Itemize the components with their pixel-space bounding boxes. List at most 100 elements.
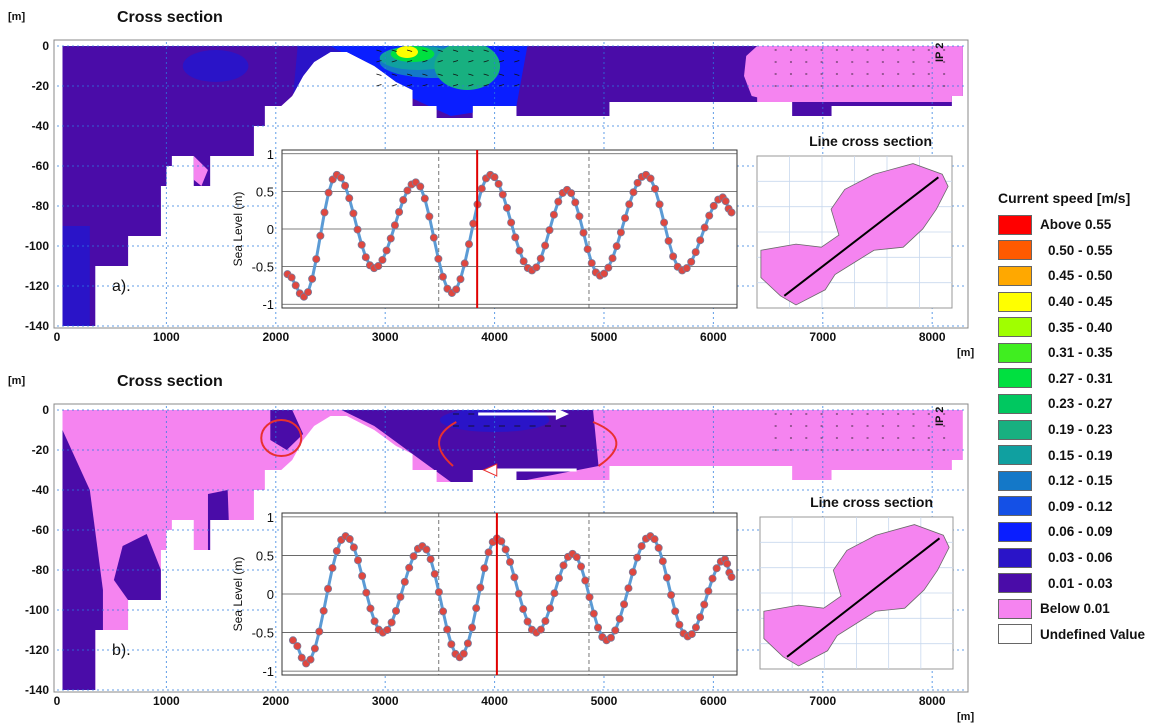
sea-level-point xyxy=(604,263,613,272)
velocity-arrow xyxy=(452,60,459,63)
sea-level-point xyxy=(651,184,660,193)
map-inset-title: Line cross section xyxy=(810,494,933,510)
y-tick-label: -100 xyxy=(25,239,49,253)
flow-arrowhead xyxy=(555,408,569,420)
sea-level-point xyxy=(310,644,319,653)
x-tick-label: 4000 xyxy=(481,330,508,344)
sea-level-point xyxy=(664,236,673,245)
inset-y-label: Sea Level (m) xyxy=(231,557,245,632)
sea-level-point xyxy=(514,589,523,598)
velocity-arrow xyxy=(498,49,505,52)
sea-level-point xyxy=(594,623,603,632)
sea-level-point xyxy=(349,543,358,552)
legend-swatch xyxy=(998,393,1032,414)
legend-item: Above 0.55 xyxy=(990,212,1166,238)
legend-swatch xyxy=(998,470,1032,491)
sea-level-point xyxy=(477,184,486,193)
sea-level-point xyxy=(383,625,392,634)
velocity-arrow xyxy=(406,49,413,52)
sea-level-point xyxy=(611,626,620,635)
legend-swatch xyxy=(998,521,1032,542)
speed-zone-0.19-0.23 xyxy=(434,46,501,90)
sea-level-point xyxy=(536,254,545,263)
y-tick-label: -100 xyxy=(25,603,49,617)
sea-level-series-line xyxy=(286,172,733,299)
sea-level-point xyxy=(378,255,387,264)
sea-level-point xyxy=(476,583,485,592)
sea-level-point xyxy=(625,200,634,209)
sea-level-point xyxy=(662,573,671,582)
legend-swatch xyxy=(998,240,1032,261)
sea-level-point xyxy=(480,564,489,573)
sea-level-point xyxy=(600,269,609,278)
sea-level-point xyxy=(306,655,315,664)
x-unit-label: [m] xyxy=(957,711,974,723)
x-tick-label: 1000 xyxy=(153,330,180,344)
profile-label: IP 2 xyxy=(934,407,946,426)
y-tick-label: -20 xyxy=(32,79,50,93)
legend-item: 0.06 - 0.09 xyxy=(990,519,1166,545)
x-tick-label: 8000 xyxy=(919,330,946,344)
sea-level-point xyxy=(621,214,630,223)
legend-label: Undefined Value xyxy=(1040,626,1146,642)
sea-level-point xyxy=(577,562,586,571)
x-tick-label: 0 xyxy=(54,694,61,708)
sea-level-point xyxy=(288,636,297,645)
speed-zone-0.01-0.03 xyxy=(62,430,103,690)
inset-y-tick: -1 xyxy=(262,664,274,679)
legend-swatch xyxy=(998,573,1032,594)
sea-level-point xyxy=(549,210,558,219)
sea-level-point xyxy=(554,574,563,583)
y-tick-label: 0 xyxy=(42,39,49,53)
sea-level-point xyxy=(687,257,696,266)
sea-level-point xyxy=(629,188,638,197)
sea-level-point xyxy=(612,242,621,251)
speed-zone-0.03-0.06 xyxy=(182,50,249,82)
sea-level-point xyxy=(358,571,367,580)
sea-level-point xyxy=(430,569,439,578)
sea-level-point xyxy=(572,553,581,562)
sea-level-point xyxy=(579,228,588,237)
map-inset-title: Line cross section xyxy=(809,133,932,149)
legend-item: 0.31 - 0.35 xyxy=(990,340,1166,366)
sea-level-point xyxy=(425,212,434,221)
sea-level-point xyxy=(687,630,696,639)
bay-shape xyxy=(763,524,950,667)
y-unit-label: [m] xyxy=(8,375,25,387)
sea-level-point xyxy=(620,600,629,609)
x-tick-label: 2000 xyxy=(262,694,289,708)
sea-level-point xyxy=(392,606,401,615)
inset-y-tick: -1 xyxy=(262,297,274,312)
y-tick-label: -120 xyxy=(25,643,49,657)
profile-label: IP 2 xyxy=(934,43,946,62)
sea-level-point xyxy=(400,577,409,586)
sea-level-point xyxy=(324,584,333,593)
circulation-loop xyxy=(260,419,303,457)
velocity-arrow xyxy=(514,49,520,52)
sea-level-point xyxy=(654,543,663,552)
sea-level-point xyxy=(490,173,499,182)
sea-level-point xyxy=(434,588,443,597)
sea-level-point xyxy=(429,233,438,242)
sea-level-point xyxy=(494,179,503,188)
legend-item: 0.09 - 0.12 xyxy=(990,494,1166,520)
sea-level-point xyxy=(554,197,563,206)
legend-swatch xyxy=(998,445,1032,466)
sea-level-point xyxy=(324,188,333,197)
legend-swatch xyxy=(998,265,1032,286)
sea-level-point xyxy=(420,194,429,203)
sea-level-point xyxy=(646,174,655,183)
sea-level-point xyxy=(559,561,568,570)
sea-level-point xyxy=(370,617,379,626)
sea-level-point xyxy=(390,221,399,230)
velocity-arrow xyxy=(483,49,489,52)
velocity-arrow xyxy=(452,49,459,52)
velocity-arrow xyxy=(483,60,489,63)
inset-y-label: Sea Level (m) xyxy=(231,192,245,267)
sea-level-point xyxy=(287,273,296,282)
y-tick-label: -80 xyxy=(32,199,50,213)
y-tick-label: -40 xyxy=(32,483,50,497)
y-tick-label: 0 xyxy=(42,403,49,417)
legend-item: 0.45 - 0.50 xyxy=(990,263,1166,289)
sea-level-point xyxy=(700,223,709,232)
